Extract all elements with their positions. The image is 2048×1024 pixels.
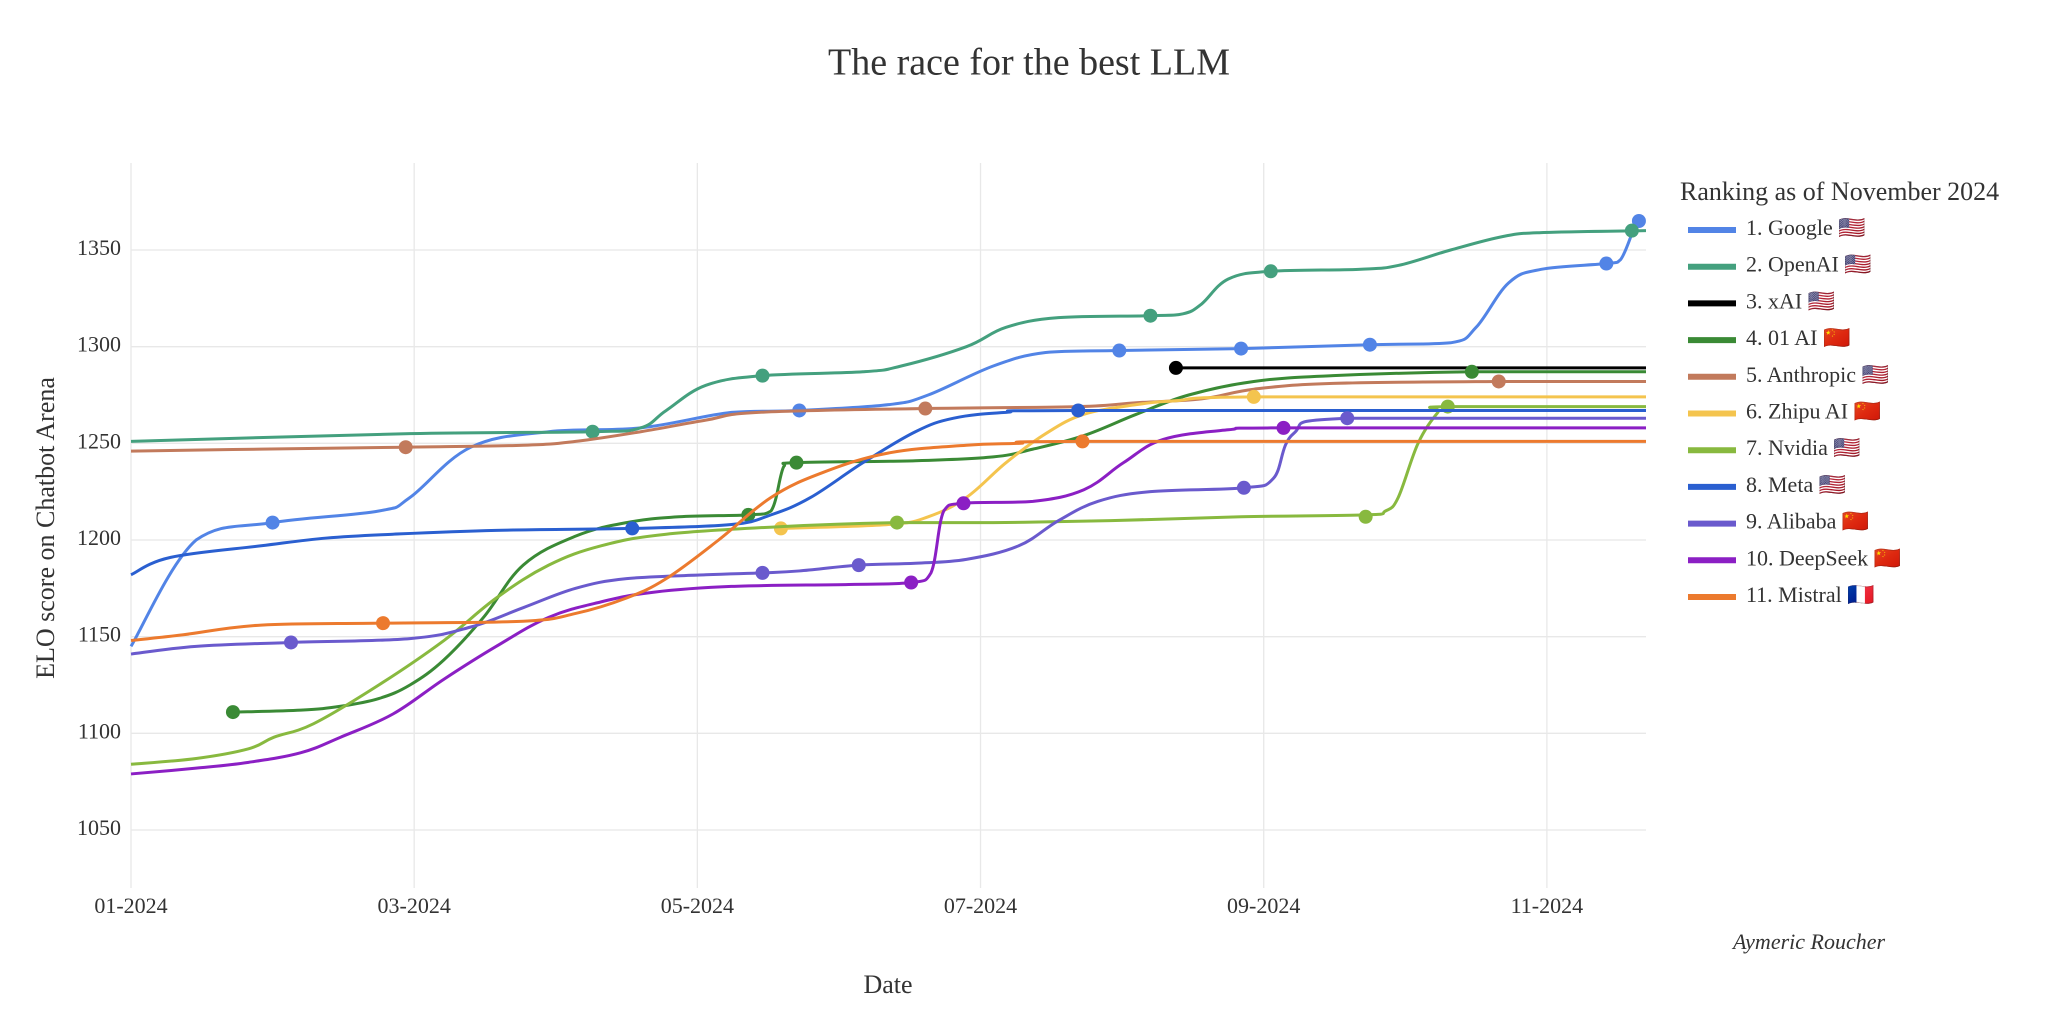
x-tick-label: 05-2024 [661,893,734,918]
series-marker [1246,389,1261,404]
series-marker [1358,509,1373,524]
series-marker [376,616,391,631]
legend-label: 6. Zhipu AI 🇨🇳 [1746,399,1881,424]
series-line [780,395,1646,530]
legend-label: 5. Anthropic 🇺🇸 [1746,362,1889,387]
series-marker [789,455,804,470]
series-marker [625,521,640,536]
series-marker [1168,360,1183,375]
series-marker [889,515,904,530]
y-tick-label: 1250 [77,428,121,453]
series-marker [1071,403,1086,418]
series-marker [1263,264,1278,279]
legend-title: Ranking as of November 2024 [1680,177,1999,206]
annotation: Aymeric Roucher [1731,929,1886,954]
series-marker [773,521,788,536]
series-marker [585,424,600,439]
series-marker [1464,364,1479,379]
y-tick-label: 1150 [78,622,121,647]
legend-label: 8. Meta 🇺🇸 [1746,472,1846,497]
series-marker [918,401,933,416]
series-marker [1276,420,1291,435]
x-tick-label: 01-2024 [94,893,167,918]
series-marker [1340,411,1355,426]
series-marker [1236,480,1251,495]
series-line [130,416,1646,656]
series-marker [1143,308,1158,323]
series-marker [1631,214,1646,228]
series-marker [755,565,770,580]
legend-label: 3. xAI 🇺🇸 [1746,288,1835,313]
series-marker [1234,341,1249,356]
series-marker [1624,223,1639,238]
series-line [130,408,1646,577]
series-marker [225,705,240,720]
y-axis-title: ELO score on Chatbot Arena [31,377,60,679]
y-tick-label: 1200 [77,525,121,550]
series-line [130,405,1647,766]
x-tick-label: 09-2024 [1227,893,1300,918]
series-marker [1491,374,1506,389]
series-marker [1599,256,1614,271]
legend-label: 1. Google 🇺🇸 [1746,215,1866,240]
x-tick-label: 03-2024 [378,893,451,918]
series-marker [1112,343,1127,358]
series-marker [956,496,971,511]
series-marker [904,575,919,590]
series-marker [265,515,280,530]
series-line [130,229,1647,443]
legend-label: 2. OpenAI 🇺🇸 [1746,252,1872,277]
x-tick-label: 07-2024 [944,893,1017,918]
x-axis-title: Date [863,970,912,999]
legend-label: 7. Nvidia 🇺🇸 [1746,435,1861,460]
series-marker [1362,337,1377,352]
series-marker [1075,434,1090,449]
y-tick-label: 1350 [77,235,121,260]
series-line [130,426,1647,776]
y-tick-label: 1050 [77,815,121,840]
legend-label: 11. Mistral 🇫🇷 [1746,582,1875,607]
legend-label: 9. Alibaba 🇨🇳 [1746,509,1869,534]
x-tick-label: 11-2024 [1511,893,1584,918]
series-marker [851,558,866,573]
legend-label: 4. 01 AI 🇨🇳 [1746,325,1850,350]
series-line [130,379,1646,453]
series-line [130,439,1646,643]
series-line [232,370,1646,714]
chart-title: The race for the best LLM [828,42,1230,84]
series-line [129,220,1641,648]
y-tick-label: 1100 [78,718,121,743]
legend-label: 10. DeepSeek 🇨🇳 [1746,545,1901,570]
series-marker [398,440,413,455]
series-marker [755,368,770,383]
y-tick-label: 1300 [77,332,121,357]
grid [130,163,1646,888]
series-marker [283,635,298,650]
